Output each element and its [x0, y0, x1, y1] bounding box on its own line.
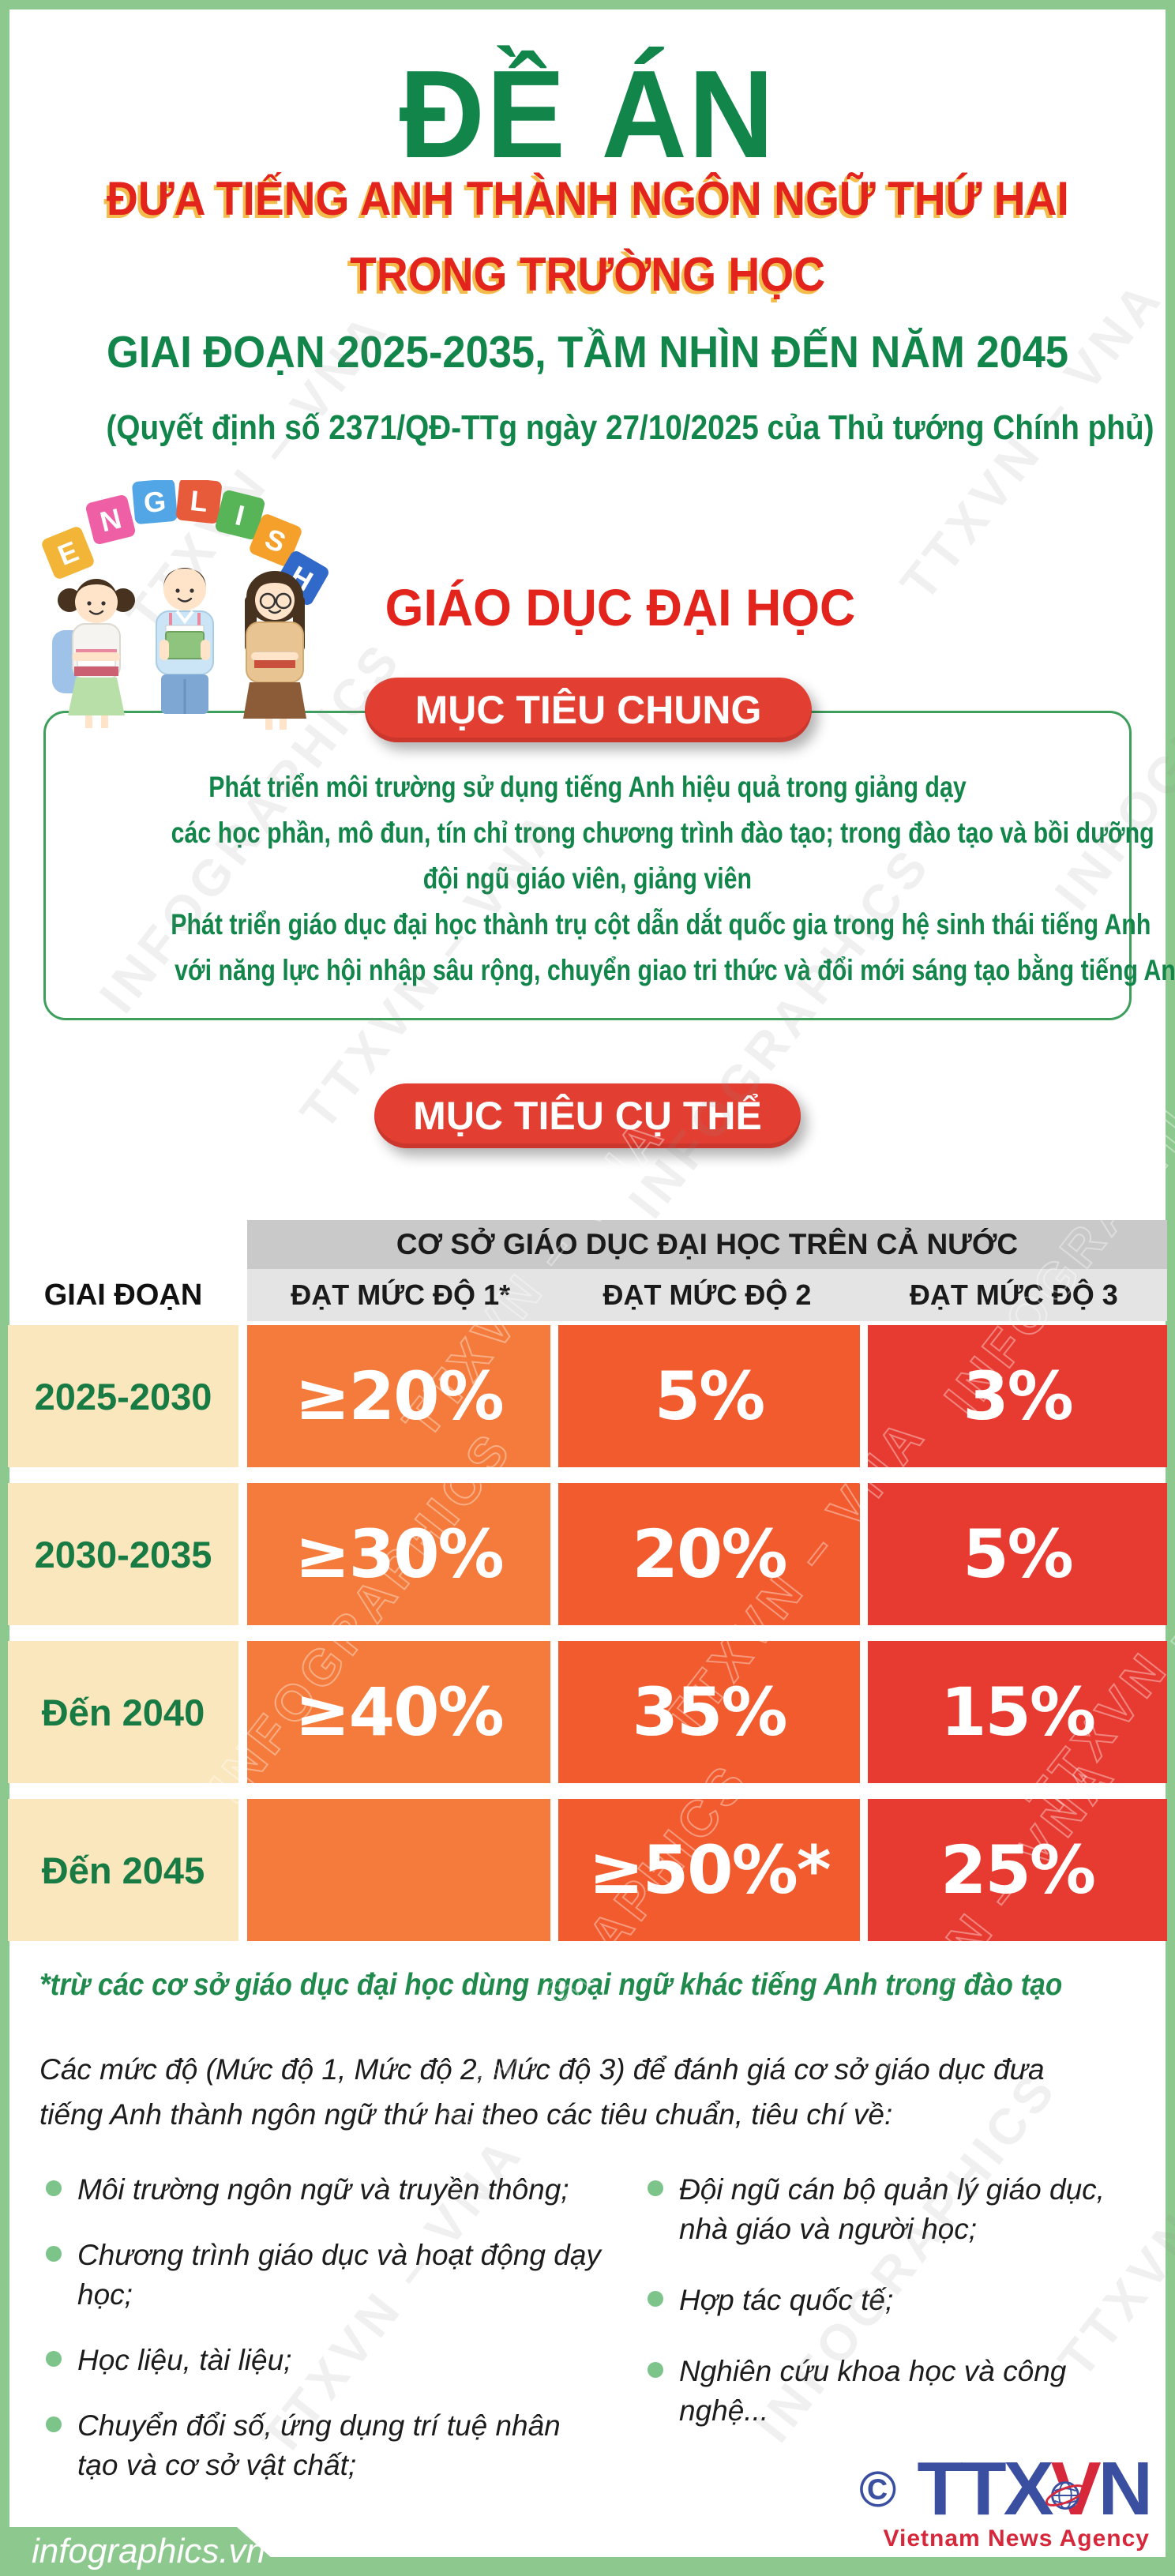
cell-period: 2025-2030 — [8, 1325, 238, 1467]
list-item: Hợp tác quốc tế; — [648, 2281, 1145, 2320]
cell-period: Đến 2045 — [8, 1799, 238, 1941]
table-footnote: *trừ các cơ sở giáo dục đại học dùng ngo… — [39, 1968, 1063, 2002]
cell-level2: 20% — [558, 1483, 860, 1625]
list-item: Chuyển đổi số, ứng dụng trí tuệ nhân tạo… — [46, 2406, 606, 2485]
cell-period: Đến 2040 — [8, 1641, 238, 1783]
bullet-dot-icon — [46, 2180, 62, 2196]
table-header-level1: ĐẠT MỨC ĐỘ 1* — [291, 1279, 511, 1311]
globe-icon — [1045, 2480, 1086, 2510]
table-header-level3: ĐẠT MỨC ĐỘ 3 — [909, 1279, 1118, 1311]
table-header-period: GIAI ĐOẠN — [43, 1278, 203, 1312]
general-objective-pill: MỤC TIÊU CHUNG — [365, 678, 812, 742]
criteria-list-left: Môi trường ngôn ngữ và truyền thông; Chư… — [46, 2170, 606, 2511]
section-heading: GIÁO DỤC ĐẠI HỌC — [385, 578, 855, 636]
page-title: ĐỀ ÁN — [399, 45, 776, 184]
cell-level1: ≥40% — [247, 1641, 550, 1783]
general-objective-box — [43, 711, 1132, 1020]
student-boy — [156, 568, 214, 714]
frame-left — [0, 0, 9, 2559]
decree-line: (Quyết định số 2371/QĐ-TTg ngày 27/10/20… — [106, 408, 1154, 447]
bullet-dot-icon — [46, 2350, 62, 2367]
list-item: Môi trường ngôn ngữ và truyền thông; — [46, 2170, 606, 2210]
table-subheader-row: ĐẠT MỨC ĐỘ 1* ĐẠT MỨC ĐỘ 2 ĐẠT MỨC ĐỘ 3 — [247, 1269, 1167, 1321]
bullet-dot-icon — [648, 2361, 663, 2378]
english-card-letter: L — [189, 484, 209, 518]
bullet-dot-icon — [648, 2180, 663, 2196]
footer-tab: infographics.vn — [0, 2527, 272, 2576]
criteria-list-right: Đội ngũ cán bộ quản lý giáo dục, nhà giá… — [648, 2170, 1145, 2462]
students-illustration-svg: E N G L I S H — [42, 478, 328, 730]
page-subtitle-line2: TRONG TRƯỜNG HỌC — [350, 248, 825, 301]
english-cards: E N G L I S H — [42, 478, 328, 605]
list-item: Chương trình giáo dục và hoạt động dạy h… — [46, 2236, 606, 2315]
cell-level1: ≥20% — [247, 1325, 550, 1467]
cell-level1: ≥30% — [247, 1483, 550, 1625]
ttxvn-logo-letters: TTXVN — [917, 2446, 1153, 2531]
cell-level1-empty — [247, 1799, 550, 1941]
cell-level3: 25% — [868, 1799, 1167, 1941]
ttxvn-logo: © TTXVN Vietnam News Agency — [813, 2446, 1153, 2552]
bullet-dot-icon — [46, 2416, 62, 2432]
period-line: GIAI ĐOẠN 2025-2035, TẦM NHÌN ĐẾN NĂM 20… — [106, 327, 1069, 377]
footer-site-text: infographics.vn — [32, 2532, 265, 2570]
cell-level2: 35% — [558, 1641, 860, 1783]
table-header-level2: ĐẠT MỨC ĐỘ 2 — [603, 1279, 812, 1311]
english-card-letter: G — [142, 485, 167, 519]
general-objective-label: MỤC TIÊU CHUNG — [415, 688, 762, 732]
bullet-dot-icon — [46, 2245, 62, 2262]
cell-level3: 3% — [868, 1325, 1167, 1467]
student-girl-glasses — [243, 571, 306, 730]
list-item: Nghiên cứu khoa học và công nghệ... — [648, 2352, 1145, 2431]
bullet-dot-icon — [648, 2290, 663, 2307]
frame-right — [1166, 0, 1175, 2559]
frame-top — [0, 0, 1175, 9]
specific-objective-pill: MỤC TIÊU CỤ THỂ — [374, 1083, 801, 1148]
cell-level2: ≥50%* — [558, 1799, 860, 1941]
student-girl-pigtails — [52, 579, 135, 728]
copyright-icon: © — [859, 2461, 897, 2518]
students-illustration: E N G L I S H — [38, 478, 330, 741]
criteria-intro: Các mức độ (Mức độ 1, Mức độ 2, Mức độ 3… — [39, 2053, 1045, 2131]
cell-level3: 5% — [868, 1483, 1167, 1625]
specific-objective-label: MỤC TIÊU CỤ THỂ — [413, 1094, 762, 1138]
cell-period: 2030-2035 — [8, 1483, 238, 1625]
agency-caption: Vietnam News Agency — [883, 2525, 1150, 2552]
cell-level2: 5% — [558, 1325, 860, 1467]
general-objective-text: Phát triển môi trường sử dụng tiếng Anh … — [171, 771, 1175, 986]
cell-level3: 15% — [868, 1641, 1167, 1783]
list-item: Đội ngũ cán bộ quản lý giáo dục, nhà giá… — [648, 2170, 1145, 2249]
list-item: Học liệu, tài liệu; — [46, 2341, 606, 2380]
table-group-header: CƠ SỞ GIÁO DỤC ĐẠI HỌC TRÊN CẢ NƯỚC — [247, 1220, 1167, 1269]
page-subtitle-line1: ĐƯA TIẾNG ANH THÀNH NGÔN NGỮ THỨ HAI — [106, 172, 1069, 225]
